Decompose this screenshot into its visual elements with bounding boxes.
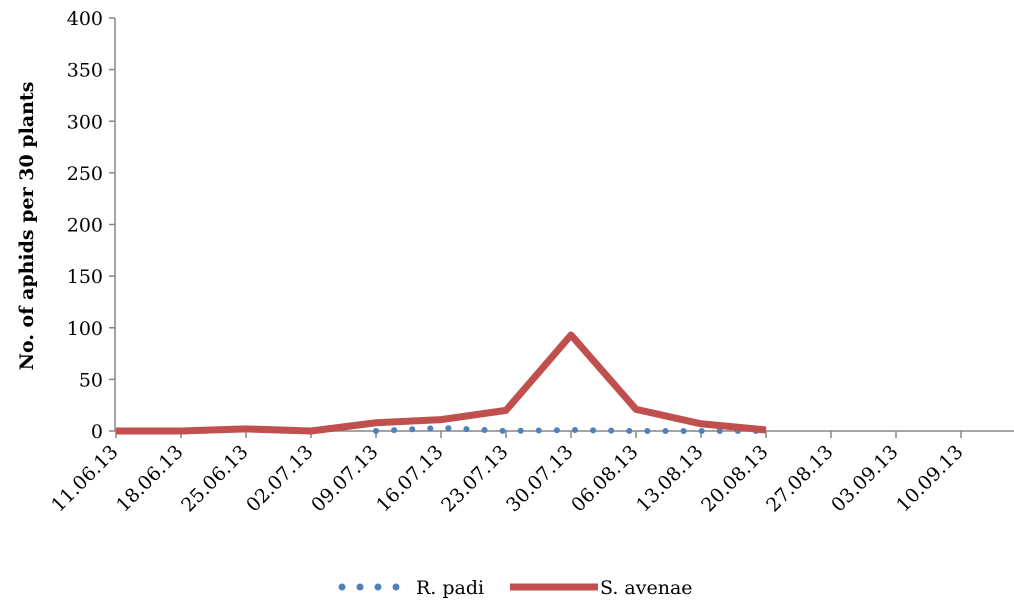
axes xyxy=(114,18,1014,432)
legend-swatch xyxy=(374,583,382,591)
x-tick-label: 06.08.13 xyxy=(567,441,642,516)
x-tick-label: 02.07.13 xyxy=(242,441,317,516)
x-tick-label: 09.07.13 xyxy=(307,441,382,516)
legend-item: R. padi xyxy=(338,577,484,599)
legend-swatch xyxy=(392,583,400,591)
series-s-avenae xyxy=(116,331,767,435)
series-line xyxy=(116,331,767,435)
x-tick-label: 03.09.13 xyxy=(827,441,902,516)
x-tick-label: 16.07.13 xyxy=(372,441,447,516)
legend-label: S. avenae xyxy=(600,577,693,599)
x-tick-label: 27.08.13 xyxy=(762,441,837,516)
y-axis-title: No. of aphids per 30 plants xyxy=(16,82,38,371)
x-tick-label: 30.07.13 xyxy=(502,441,577,516)
y-axis-ticks: 0 50 100 150 200 250 300 350 400 xyxy=(67,8,115,443)
legend-label: R. padi xyxy=(416,577,484,599)
legend: R. padi S. avenae xyxy=(338,577,693,599)
y-tick-label: 350 xyxy=(67,60,103,82)
series-r-padi xyxy=(373,424,769,434)
x-tick-label: 20.08.13 xyxy=(697,441,772,516)
x-tick-label: 23.07.13 xyxy=(437,441,512,516)
legend-swatch xyxy=(338,583,346,591)
x-tick-label: 18.06.13 xyxy=(112,441,187,516)
y-tick-label: 150 xyxy=(67,266,103,288)
x-tick-label: 25.06.13 xyxy=(177,441,252,516)
x-tick-label: 10.09.13 xyxy=(892,441,967,516)
series-line xyxy=(373,424,769,434)
y-tick-label: 200 xyxy=(67,215,103,237)
x-tick-label: 11.06.13 xyxy=(47,441,122,516)
y-tick-label: 0 xyxy=(91,421,103,443)
y-tick-label: 250 xyxy=(67,163,103,185)
legend-swatch xyxy=(356,583,364,591)
x-tick-label: 13.08.13 xyxy=(632,441,707,516)
y-tick-label: 50 xyxy=(79,369,103,391)
legend-item: S. avenae xyxy=(510,577,693,599)
x-axis-ticks: 11.06.1318.06.1325.06.1302.07.1309.07.13… xyxy=(47,431,968,516)
y-tick-label: 300 xyxy=(67,111,103,133)
series-layer xyxy=(116,331,769,435)
y-tick-label: 400 xyxy=(67,8,103,30)
y-tick-label: 100 xyxy=(67,318,103,340)
